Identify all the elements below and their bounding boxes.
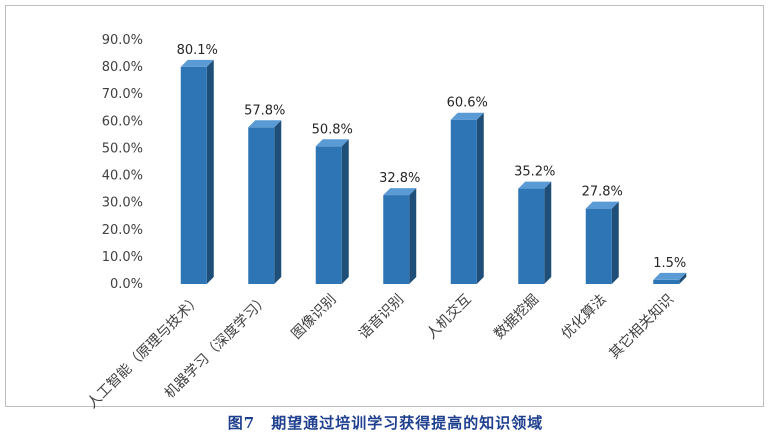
bar-front	[585, 208, 612, 284]
bar-front	[315, 146, 342, 284]
bar-front	[450, 119, 477, 284]
figure-caption: 图7 期望通过培训学习获得提高的知识领域	[227, 414, 544, 432]
bar-top	[248, 120, 282, 128]
bars	[180, 59, 687, 285]
bar-side	[274, 120, 282, 284]
bar-side	[341, 139, 349, 284]
bar-side	[544, 181, 552, 284]
data-label: 50.8%	[312, 122, 353, 137]
x-tick-label: 数据挖掘	[491, 292, 542, 343]
bar-top	[585, 201, 619, 209]
data-label: 80.1%	[177, 43, 218, 58]
x-tick-label: 图像识别	[289, 292, 340, 343]
bar-side	[409, 188, 417, 284]
y-tick-label: 0.0%	[110, 277, 143, 292]
y-tick-label: 60.0%	[102, 114, 143, 129]
bar-side	[476, 112, 484, 284]
y-tick-label: 90.0%	[102, 33, 143, 48]
bar	[585, 201, 619, 284]
bar-top	[653, 272, 687, 280]
bar-chart: 0.0% 10.0% 20.0% 30.0% 40.0% 50.0% 60.0% 70.0% 8…	[84, 33, 687, 410]
y-tick-label: 30.0%	[102, 196, 143, 211]
y-tick-label: 10.0%	[102, 250, 143, 265]
bar	[518, 181, 552, 284]
bar-top	[383, 188, 417, 196]
bar-side	[611, 201, 619, 284]
x-tick-label: 人机交互	[423, 291, 475, 343]
data-labels: 80.1% 57.8% 50.8% 32.8% 60.6% 35.2% 27.8% 1.5%	[177, 43, 687, 271]
x-axis-labels: 人工智能（原理与技术）机器学习（深度学习） 图像识别 语音识别 人机交互 数据挖掘 优化算…	[84, 291, 677, 410]
bar-top	[315, 139, 349, 147]
bar-front	[248, 127, 275, 284]
bar	[180, 59, 214, 285]
y-tick-label: 70.0%	[102, 87, 143, 102]
data-label: 32.8%	[379, 171, 420, 186]
y-tick-label: 80.0%	[102, 60, 143, 75]
x-tick-label: 其它相关知识	[606, 291, 677, 362]
bar-front	[180, 66, 207, 284]
bar-front	[383, 195, 410, 284]
bar-side	[679, 272, 687, 284]
y-axis-ticks: 0.0% 10.0% 20.0% 30.0% 40.0% 50.0% 60.0% 70.0% 8…	[102, 33, 143, 292]
y-tick-label: 20.0%	[102, 223, 143, 238]
x-tick-label: 优化算法	[559, 292, 610, 343]
data-label: 1.5%	[653, 256, 686, 271]
x-tick-label: 人工智能（原理与技术）	[84, 292, 204, 410]
bar	[653, 272, 687, 284]
bar-top	[518, 181, 552, 189]
bar	[315, 139, 349, 284]
bar-front	[518, 188, 545, 284]
y-tick-label: 40.0%	[102, 169, 143, 184]
bar-top	[450, 112, 484, 120]
bar	[248, 120, 282, 284]
bar-side	[206, 59, 214, 285]
data-label: 60.6%	[447, 96, 488, 111]
bar	[383, 188, 417, 284]
bar	[450, 112, 484, 284]
data-label: 27.8%	[582, 185, 623, 200]
bar-front	[653, 279, 680, 284]
data-label: 57.8%	[244, 103, 285, 118]
data-label: 35.2%	[514, 165, 555, 180]
bar-top	[180, 59, 214, 67]
x-tick-label: 语音识别	[355, 291, 407, 343]
y-tick-label: 50.0%	[102, 141, 143, 156]
